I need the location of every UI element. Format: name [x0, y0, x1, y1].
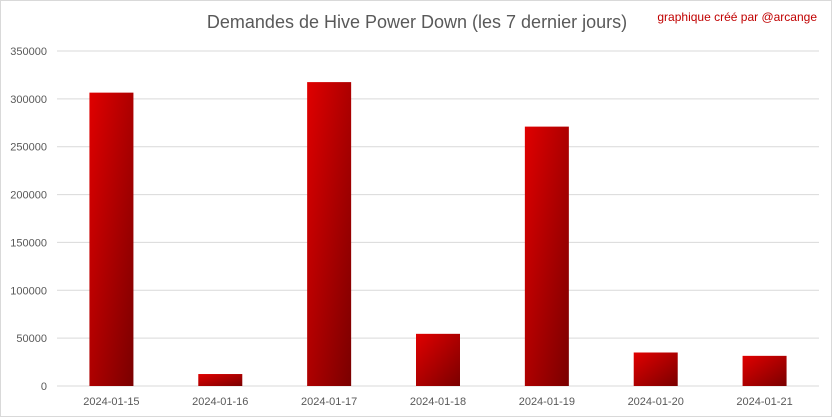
- y-tick-label: 50000: [16, 333, 47, 345]
- x-tick-label: 2024-01-18: [410, 396, 466, 408]
- bars: [89, 82, 787, 386]
- x-tick-label: 2024-01-15: [83, 396, 139, 408]
- y-tick-label: 350000: [10, 46, 47, 58]
- chart-credit: graphique créé par @arcange: [657, 10, 817, 24]
- bar-2024-01-18: [416, 333, 460, 386]
- y-tick-label: 150000: [10, 237, 47, 249]
- y-tick-label: 300000: [10, 94, 47, 106]
- y-tick-label: 250000: [10, 142, 47, 154]
- x-tick-label: 2024-01-17: [301, 396, 357, 408]
- x-tick-labels: 2024-01-15 2024-01-16 2024-01-17 2024-01-18…: [83, 396, 792, 408]
- gridlines: [57, 50, 819, 387]
- bar-2024-01-16: [198, 374, 243, 386]
- bar-2024-01-19: [524, 126, 569, 386]
- x-tick-label: 2024-01-19: [519, 396, 575, 408]
- y-tick-labels: 0 50000 100000 150000 200000 250000 300000 3500…: [10, 46, 47, 393]
- bar-2024-01-15: [89, 92, 134, 386]
- x-tick-label: 2024-01-20: [628, 396, 684, 408]
- x-tick-label: 2024-01-16: [192, 396, 248, 408]
- y-tick-label: 200000: [10, 190, 47, 202]
- bar-2024-01-17: [307, 82, 352, 386]
- y-tick-label: 100000: [10, 285, 47, 297]
- chart-title: Demandes de Hive Power Down (les 7 derni…: [206, 12, 628, 32]
- y-tick-label: 0: [41, 381, 47, 393]
- bar-2024-01-20: [633, 352, 678, 386]
- x-tick-label: 2024-01-21: [736, 396, 792, 408]
- bar-2024-01-21: [742, 355, 787, 386]
